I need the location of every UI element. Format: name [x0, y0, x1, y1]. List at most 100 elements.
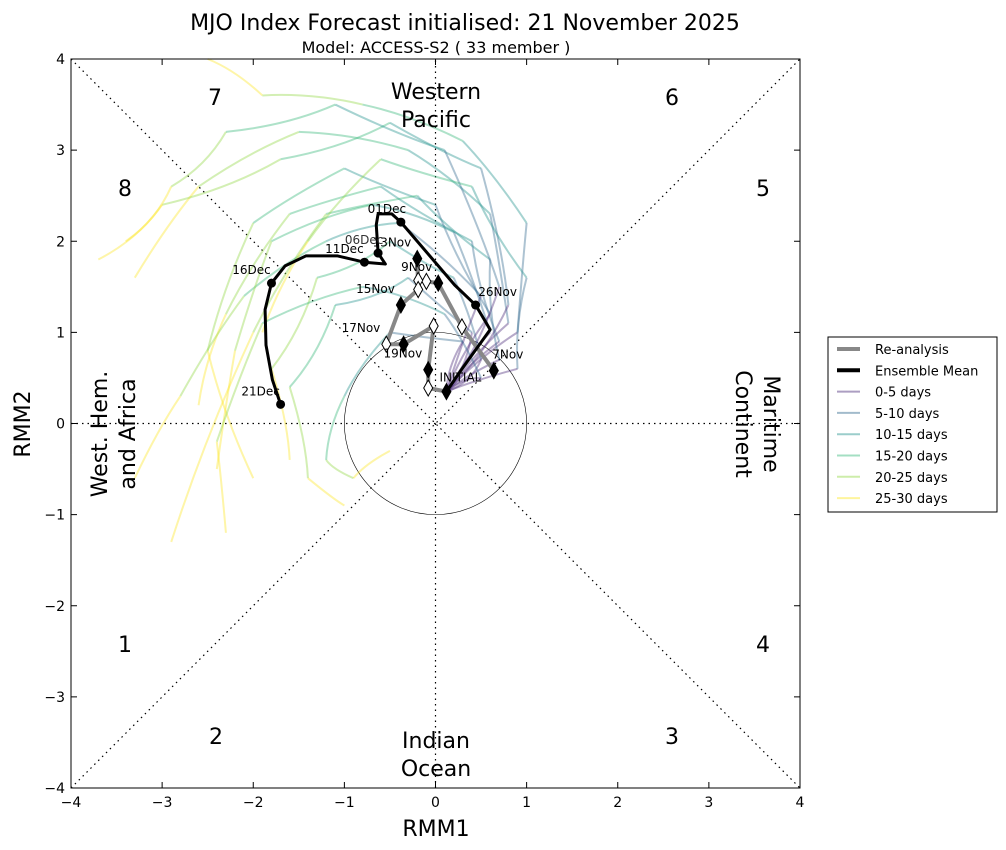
legend-box — [827, 336, 998, 513]
phase-number: 8 — [118, 177, 132, 202]
member-track-segment — [443, 313, 482, 379]
member-track-segment — [97, 204, 163, 261]
y-tick-label: −3 — [44, 690, 65, 706]
reanalysis-date-label: 7Nov — [492, 348, 523, 362]
reanalysis-marker — [433, 274, 444, 293]
member-track-segment — [262, 93, 363, 106]
member-track-segment — [298, 130, 409, 152]
y-tick-label: 2 — [56, 234, 65, 250]
reanalysis-date-label: 19Nov — [384, 347, 423, 361]
y-tick-label: 0 — [56, 417, 65, 433]
member-track-segment — [362, 103, 464, 142]
diagonal-line — [70, 58, 801, 789]
member-track-segment — [289, 185, 382, 215]
chart-subtitle: Model: ACCESS-S2 ( 33 member ) — [302, 38, 571, 57]
member-track-segment — [133, 185, 200, 279]
ensemble-mean-date-label: 26Nov — [478, 285, 517, 299]
ensemble-mean-marker — [396, 217, 406, 227]
y-tick-label: 1 — [56, 325, 65, 341]
reanalysis-marker — [395, 296, 406, 315]
member-track-segment — [343, 167, 436, 206]
reanalysis-marker — [456, 317, 467, 336]
member-track-segment — [380, 185, 473, 243]
ensemble-mean-marker — [373, 248, 383, 258]
member-track-segment — [252, 213, 327, 333]
reanalysis-marker — [428, 316, 439, 336]
phase-number: 1 — [118, 633, 132, 658]
member-track-segment — [434, 204, 492, 315]
member-track-segment — [234, 240, 273, 351]
member-track-segment — [380, 158, 473, 188]
legend-label: Re-analysis — [875, 343, 949, 358]
member-track-segment — [335, 276, 409, 307]
region-label-indian-ocean: Ocean — [401, 757, 471, 782]
x-tick-label: 3 — [704, 795, 713, 811]
member-track-segment — [516, 222, 528, 333]
ensemble-mean-line — [263, 212, 492, 405]
phase-number: 7 — [208, 86, 222, 111]
reanalysis-date-label: 13Nov — [373, 236, 412, 250]
ensemble-mean-date-label: 11Dec — [325, 242, 364, 256]
reanalysis-date-label: 9Nov — [401, 260, 432, 274]
ensemble-mean-marker — [359, 257, 369, 267]
member-track-segment — [470, 241, 501, 342]
y-tick-label: −4 — [44, 781, 65, 797]
region-label-western-pacific: Pacific — [401, 108, 471, 133]
member-track-segment — [343, 331, 391, 397]
legend-label: 25-30 days — [875, 492, 948, 507]
reanalysis-date-label: 17Nov — [342, 321, 381, 335]
ensemble-mean-date-label: 01Dec — [368, 202, 407, 216]
reanalysis-marker — [381, 335, 392, 354]
legend-label: 0-5 days — [875, 386, 931, 401]
member-track-segment — [488, 259, 501, 360]
x-tick-label: −3 — [152, 795, 173, 811]
ensemble-mean-date-label: 06Dec — [345, 233, 384, 247]
diagonal-line — [70, 58, 801, 789]
member-track-segment — [161, 158, 282, 206]
region-label-west-hem-africa: and Africa — [116, 378, 141, 489]
member-track-segment — [225, 213, 291, 315]
member-track-segment — [270, 368, 291, 460]
unit-circle — [344, 332, 527, 515]
region-label-west-hem-africa: West. Hem. — [88, 371, 113, 498]
y-tick-label: −2 — [44, 599, 65, 615]
member-track-segment — [389, 331, 463, 343]
member-track-segment — [207, 58, 264, 97]
member-track-segment — [445, 331, 519, 393]
reanalysis-date-label: 15Nov — [356, 282, 395, 296]
member-track-segment — [480, 168, 510, 306]
reanalysis-marker — [413, 280, 424, 299]
legend: Re-analysis Ensemble Mean 0-5 days 5-10 day… — [827, 336, 998, 513]
member-track-segment — [288, 304, 337, 388]
legend-label: 20-25 days — [875, 471, 948, 486]
y-tick-label: 3 — [56, 143, 65, 159]
member-track-segment — [271, 203, 372, 243]
ensemble-mean-marker — [276, 399, 286, 409]
member-track-segment — [288, 386, 309, 479]
x-tick-label: −1 — [334, 795, 355, 811]
region-label-maritime-continent: Continent — [730, 370, 755, 478]
ensemble-mean-date-label: 21Dec — [241, 384, 280, 398]
x-tick-label: −4 — [61, 795, 82, 811]
member-track-segment — [197, 313, 227, 406]
region-label-western-pacific: Western — [391, 80, 481, 105]
reanalysis-date-label: INITIAL — [440, 371, 482, 385]
member-track-segment — [446, 367, 518, 393]
reanalysis-marker — [423, 360, 434, 379]
member-track-segment — [198, 130, 300, 188]
member-track-segment — [462, 140, 528, 224]
chart-title: MJO Index Forecast initialised: 21 Novem… — [190, 11, 740, 36]
ensemble-mean-date-label: 16Dec — [232, 263, 271, 277]
member-track-segment — [206, 222, 255, 351]
reanalysis-marker — [488, 361, 499, 380]
x-tick-label: 4 — [796, 795, 805, 811]
member-track-segment — [352, 449, 391, 479]
reanalysis-marker — [398, 335, 409, 354]
phase-number: 6 — [665, 86, 679, 111]
legend-label: 10-15 days — [875, 428, 948, 443]
member-track-segment — [252, 167, 345, 224]
legend-label: 15-20 days — [875, 450, 948, 465]
x-tick-label: 2 — [613, 795, 622, 811]
